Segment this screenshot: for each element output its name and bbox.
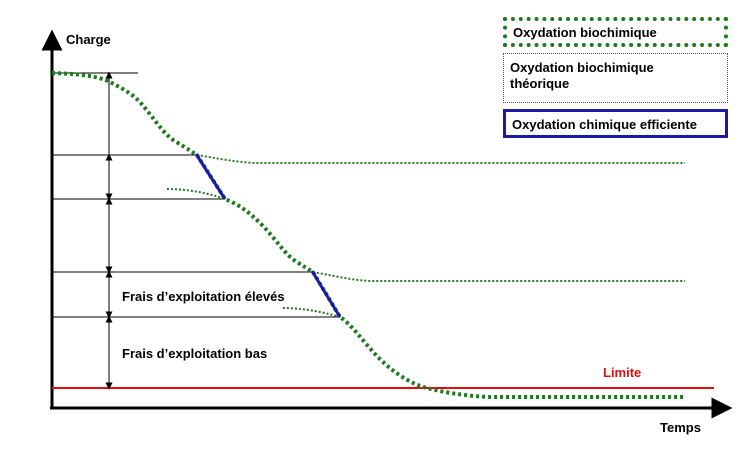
legend-biochemical: Oxydation biochimique	[503, 17, 728, 47]
chemical-segment-2	[310, 270, 342, 318]
lead-in-curve-2	[282, 307, 341, 318]
theoretical-curve-2	[312, 271, 685, 282]
low-costs-label: Frais d’exploitation bas	[122, 346, 267, 361]
y-axis-label: Charge	[66, 32, 111, 47]
legend-theoretical-label-line2: théorique	[510, 76, 570, 91]
legend-chemical: Oxydation chimique efficiente	[503, 109, 728, 138]
lead-in-curve-1	[166, 188, 226, 200]
x-axis-label: Temps	[660, 420, 701, 435]
legend-theoretical-label-line1: Oxydation biochimique	[510, 60, 654, 75]
legend-theoretical: Oxydation biochimique théorique	[503, 53, 728, 103]
legend-chemical-label: Oxydation chimique efficiente	[512, 117, 697, 132]
theoretical-curve-1	[196, 154, 685, 164]
limit-label: Limite	[603, 365, 641, 380]
legend-biochemical-label: Oxydation biochimique	[513, 25, 657, 40]
high-costs-label: Frais d’exploitation élevés	[122, 289, 285, 304]
biochemical-curve	[51, 71, 685, 399]
chemical-segment-1	[194, 153, 227, 200]
